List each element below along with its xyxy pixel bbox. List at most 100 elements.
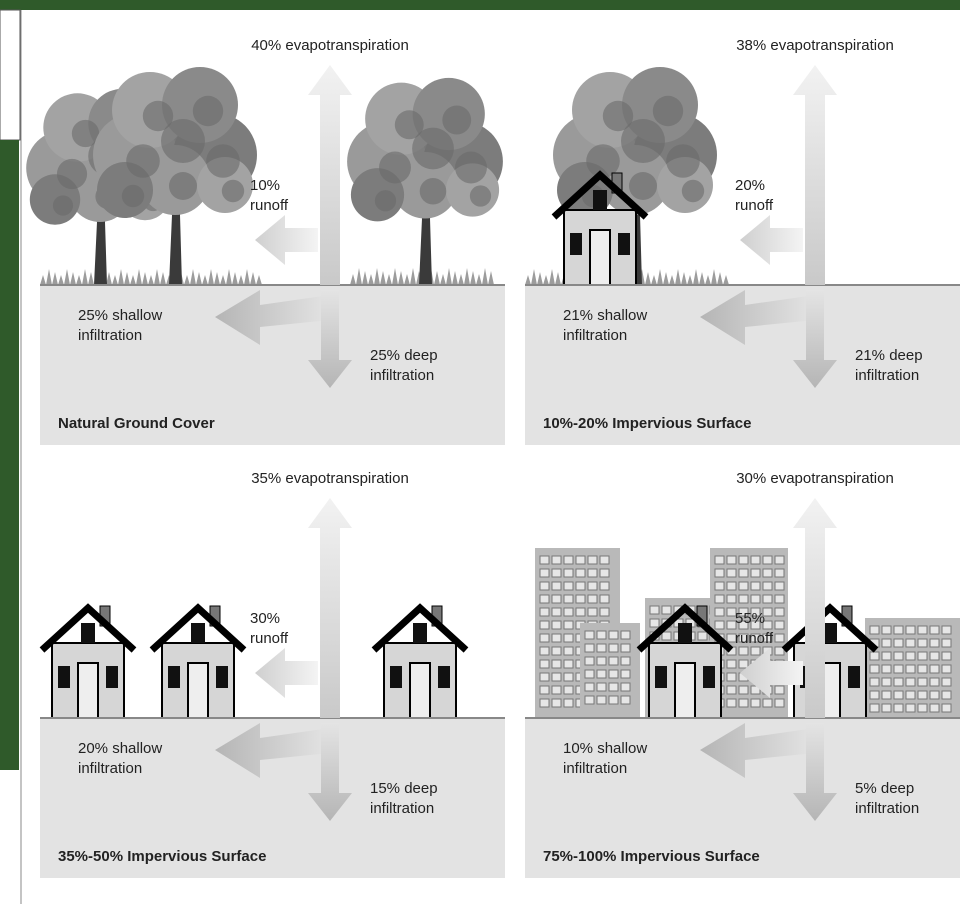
window [390,666,402,688]
building-window [870,678,879,686]
window [106,666,118,688]
tree-shade [603,101,633,131]
building-window [609,696,618,704]
building-window [552,582,561,590]
building-window [621,683,630,691]
building-window [727,686,736,694]
building-window [576,595,585,603]
building-window [564,686,573,694]
building-window [870,626,879,634]
building-window [727,595,736,603]
building-window [576,582,585,590]
building-window [609,683,618,691]
building-window [564,699,573,707]
building-window [564,660,573,668]
building-window [894,691,903,699]
building-window [727,673,736,681]
tree-shade [375,190,396,211]
building-window [870,691,879,699]
door [675,663,695,718]
building-window [576,556,585,564]
building-window [763,699,772,707]
building-window [600,556,609,564]
building-window [942,626,951,634]
building-window [585,631,594,639]
tree-shade [193,96,223,126]
tree-shade [442,106,471,135]
building-window [564,569,573,577]
building-window [552,634,561,642]
runoff-arrow [740,215,803,265]
side-bar [0,140,19,770]
building-window [882,704,891,712]
building-window [552,699,561,707]
window [191,623,205,643]
building-window [698,632,707,640]
runoff-arrow [255,215,318,265]
building-window [942,691,951,699]
window [848,666,860,688]
building-window [564,556,573,564]
window [678,623,692,643]
side-box [0,10,20,140]
building-window [609,631,618,639]
tree-shade [395,110,424,139]
building-window [540,660,549,668]
building-window [775,569,784,577]
building-window [552,608,561,616]
building-window [739,582,748,590]
deep-label: infiltration [855,367,919,384]
building-window [942,652,951,660]
building-window [540,556,549,564]
building-window [621,696,630,704]
building-window [552,556,561,564]
building-window [621,644,630,652]
building-window [918,639,927,647]
building-window [564,634,573,642]
building-window [564,582,573,590]
building-window [576,608,585,616]
building-window [540,634,549,642]
tree-shade [682,180,704,202]
door [590,230,610,285]
building-window [775,582,784,590]
deep-label: 5% deep [855,780,914,797]
building-window [930,639,939,647]
building-window [775,621,784,629]
window [58,666,70,688]
shallow-label: infiltration [78,327,142,344]
tree-shade [470,185,491,206]
building-window [540,595,549,603]
shallow-label: infiltration [563,760,627,777]
building-window [918,665,927,673]
runoff-label: 55% [735,610,765,627]
building-window [763,569,772,577]
tree-shade [143,101,173,131]
building-window [906,652,915,660]
building-window [597,644,606,652]
building-window [942,639,951,647]
window [823,623,837,643]
shallow-label: 21% shallow [563,307,647,324]
tree-shade [169,172,197,200]
building-window [751,569,760,577]
building-window [870,665,879,673]
panel: 30% evapotranspiration55%10% shallow5% d… [525,470,960,878]
window [618,233,630,255]
grass [40,269,262,285]
building-window [600,595,609,603]
building-window [597,670,606,678]
building-window [906,691,915,699]
deep-label: 15% deep [370,780,438,797]
building-window [894,678,903,686]
building-window [930,626,939,634]
building-window [540,686,549,694]
building-window [775,634,784,642]
building-window [894,639,903,647]
tree-shade [122,185,144,207]
evapotranspiration-label: 30% evapotranspiration [736,470,894,487]
shallow-label: 25% shallow [78,307,162,324]
building-window [585,696,594,704]
building-window [715,556,724,564]
